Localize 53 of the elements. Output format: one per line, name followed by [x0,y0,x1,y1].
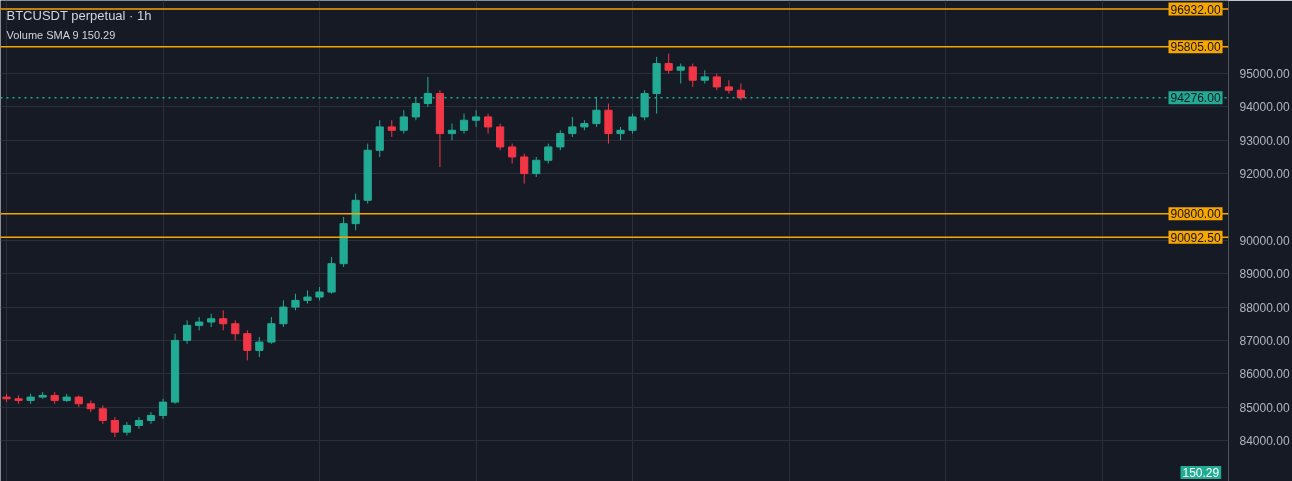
candlestick [483,113,493,135]
y-tick-label: 86000.00 [1239,367,1290,382]
y-tick-label: 94000.00 [1239,100,1290,115]
ref-line-label: 95805.00 [1170,40,1221,55]
candlestick [375,119,384,158]
candlestick [604,103,613,145]
candlestick [447,123,457,141]
candlestick [351,193,360,231]
annotation: 150.29 [1182,466,1220,480]
candlestick [279,299,288,328]
candlestick [399,109,408,135]
candlestick [158,398,168,420]
candlestick [219,309,228,331]
candlestick [134,416,144,430]
candlestick [688,63,697,88]
ref-line-label: 96932.00 [1170,2,1221,17]
ref-line-label: 90800.00 [1170,207,1221,222]
candlestick [628,113,637,135]
y-tick-label: 92000.00 [1239,167,1290,182]
y-tick-label: 90000.00 [1239,233,1290,248]
candlestick [724,79,733,95]
candlestick [664,53,673,75]
candlestick [98,404,107,425]
y-tick-label: 85000.00 [1239,400,1290,415]
candlestick [736,83,746,101]
y-tick-label: 89000.00 [1239,267,1290,282]
ref-line-label: 90092.50 [1170,230,1221,245]
candlestick [676,63,685,85]
y-tick-label: 95000.00 [1239,67,1290,82]
candlestick [544,143,553,165]
candlestick [459,113,469,135]
candlestick [243,329,252,361]
candlestick [146,411,156,425]
text: BTCUSDT perpetual · 1h [6,8,152,23]
candlestick [568,116,577,138]
candlestick [532,156,541,178]
candlestick [471,109,481,128]
y-tick-label: 87000.00 [1239,333,1290,348]
candlestick [520,153,529,185]
annotation: Volume SMA 9 150.29 [6,28,116,41]
ref-line-label: 94276.00 [1170,91,1221,106]
y-tick-label: 93000.00 [1239,133,1290,148]
candlestick [496,123,505,151]
candlestick [110,416,119,438]
candlestick [255,336,264,358]
candlestick [556,129,565,151]
candlestick [231,319,240,341]
candlestick [267,316,276,345]
candlestick [195,316,204,331]
y-tick-label: 84000.00 [1239,433,1290,448]
y-tick-label: 88000.00 [1239,300,1290,315]
candlestick [508,143,517,165]
candlestick [183,319,192,345]
